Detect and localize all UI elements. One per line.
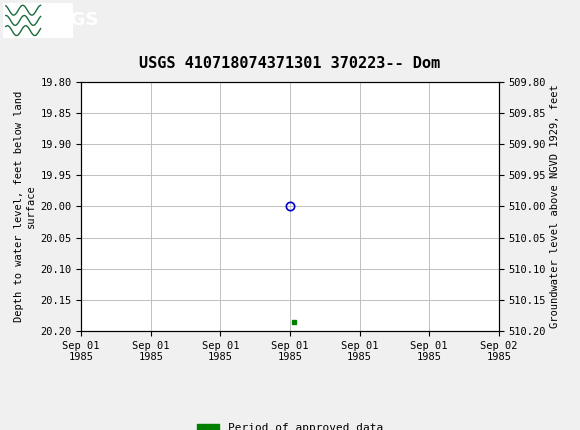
- FancyBboxPatch shape: [3, 3, 72, 37]
- Y-axis label: Groundwater level above NGVD 1929, feet: Groundwater level above NGVD 1929, feet: [550, 85, 560, 328]
- Legend: Period of approved data: Period of approved data: [193, 419, 387, 430]
- Text: USGS 410718074371301 370223-- Dom: USGS 410718074371301 370223-- Dom: [139, 56, 441, 71]
- Y-axis label: Depth to water level, feet below land
surface: Depth to water level, feet below land su…: [14, 91, 36, 322]
- Text: USGS: USGS: [44, 12, 99, 29]
